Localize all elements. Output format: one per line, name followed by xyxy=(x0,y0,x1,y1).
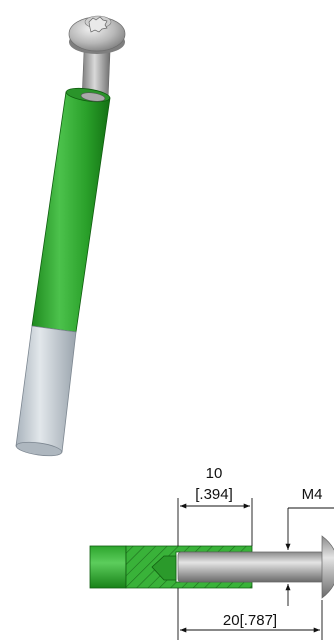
dimension-thread-size: M4 xyxy=(302,486,323,503)
insert-section-hatch xyxy=(125,545,253,589)
dimension-length-metric: 10 xyxy=(206,465,223,482)
section-view xyxy=(89,535,334,599)
screw-head-section xyxy=(321,535,334,599)
aluminum-rod-segment xyxy=(15,325,77,457)
insert-body xyxy=(89,545,127,589)
torx-button-head-icon xyxy=(68,15,126,54)
assembly-3d-view xyxy=(15,15,126,457)
dimension-length-inch: [.394] xyxy=(195,486,233,503)
dimension-overall-length: 20[.787] xyxy=(223,612,277,629)
green-insert-sleeve xyxy=(31,87,111,333)
screw-shank-section xyxy=(177,551,325,583)
drill-point xyxy=(151,555,177,581)
dimension-annotations xyxy=(177,498,334,640)
